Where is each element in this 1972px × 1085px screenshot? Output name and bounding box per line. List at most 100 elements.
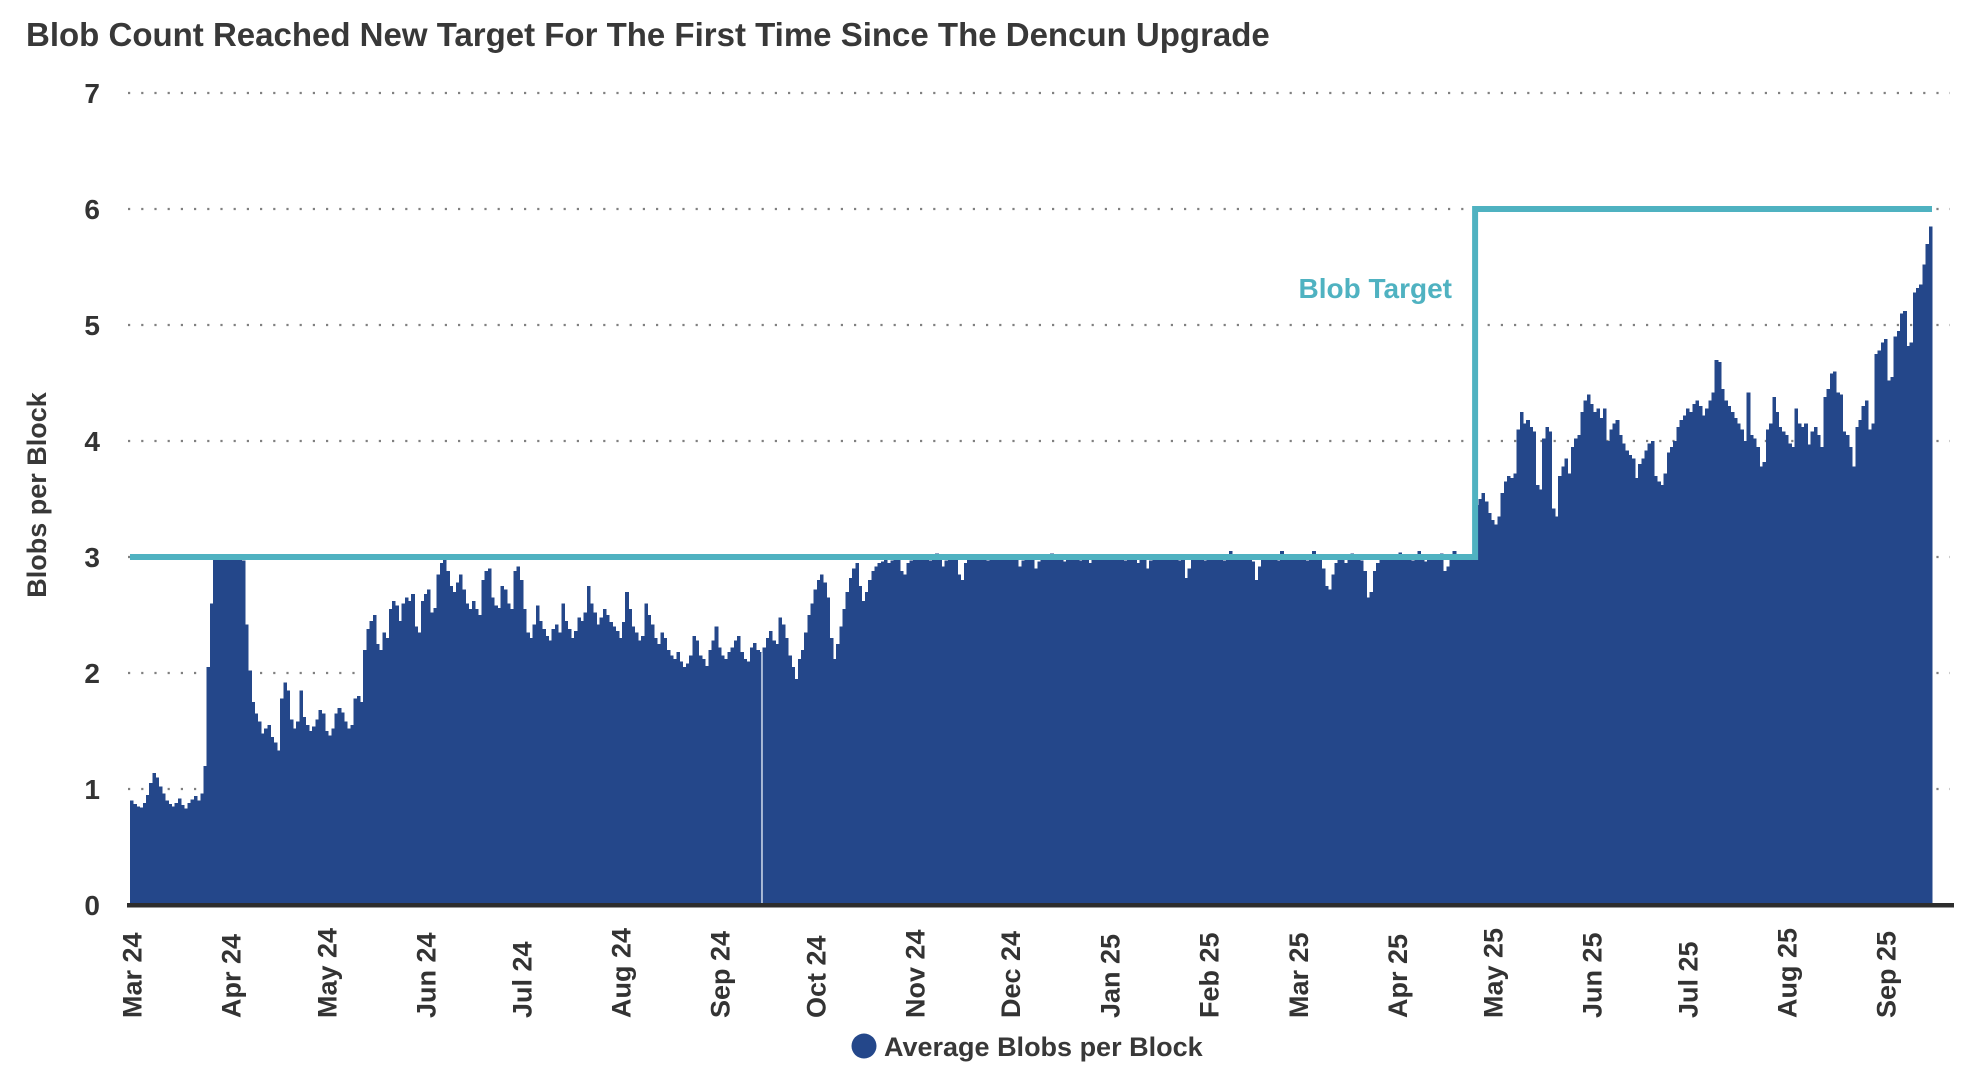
legend-dot-icon [851,1033,877,1059]
x-tick-label: Jun 25 [1578,932,1608,1018]
bar [1213,559,1217,905]
bar [171,806,176,905]
bar [254,713,259,905]
bar [602,609,607,905]
bar [1155,554,1160,905]
bar [1484,501,1489,905]
bar [283,682,287,905]
bar [1468,557,1473,905]
bar [1631,458,1636,905]
bar [1880,342,1885,905]
bar [1785,435,1789,905]
bar [1053,557,1057,905]
bar [775,644,779,905]
bar [379,649,383,905]
bar [938,559,942,905]
bar [698,655,703,905]
bar [545,635,549,905]
bar [1526,420,1530,905]
bar [1858,420,1863,905]
bar [973,557,978,905]
bar [599,617,604,905]
bar [1925,243,1930,906]
bar [868,580,872,905]
bar [197,800,201,905]
bar [1759,466,1764,905]
bar [1602,408,1607,905]
x-tick-label: May 24 [313,928,343,1018]
bar [1567,473,1572,905]
bar [1149,560,1153,905]
bar [1356,557,1361,905]
bar [772,640,776,905]
bar [225,557,230,905]
bar [1289,555,1294,905]
bar [1884,338,1888,905]
bar [1753,438,1757,905]
bar [1641,458,1645,905]
bar [836,644,840,905]
bar [535,605,540,905]
bar [1772,396,1776,905]
bar [1826,388,1831,905]
bar [404,597,409,905]
bar [538,620,543,905]
bar [1219,555,1224,905]
bar [337,707,342,905]
bar [407,601,412,905]
bar [1043,555,1048,905]
bar [280,698,284,905]
bar [1692,403,1696,905]
bar [462,589,466,905]
bar [986,560,990,905]
bar [928,560,933,905]
bar [1491,519,1495,905]
y-tick-label: 3 [84,542,100,573]
bar [145,794,150,905]
bar [992,554,997,905]
bar [238,557,243,905]
x-tick-label: Aug 25 [1773,928,1803,1018]
bar [1385,554,1390,905]
bar [586,586,591,905]
x-tick-label: Oct 24 [801,935,831,1018]
x-tick-label: Aug 24 [606,928,636,1018]
bar [519,580,524,905]
bar [733,640,738,905]
bar [245,624,249,905]
bar [925,558,930,905]
bar [187,802,192,905]
bar [363,649,367,905]
bar [1638,464,1642,905]
bar [235,557,240,905]
bar [1596,408,1601,905]
bar [657,644,661,905]
bar [1350,553,1355,905]
bar [1248,557,1252,905]
bar [951,554,955,905]
bar [1257,566,1262,905]
bar [420,601,425,905]
bar [1376,562,1380,905]
bar [241,560,246,905]
bar [1174,554,1179,905]
x-tick-label: Mar 24 [118,932,148,1018]
bar [248,670,252,905]
bar [797,659,802,905]
bar [1532,431,1537,905]
bar [721,655,725,905]
bar [478,615,482,905]
bar [1299,554,1303,905]
bar [1919,284,1923,905]
bar [1059,557,1064,905]
bar [1670,446,1674,905]
bar [756,649,760,905]
bar [580,620,585,905]
bar [1267,554,1272,905]
bar [1896,330,1901,905]
bar [459,574,463,905]
bar [1593,412,1597,905]
bar [328,735,332,905]
bar [676,652,680,905]
